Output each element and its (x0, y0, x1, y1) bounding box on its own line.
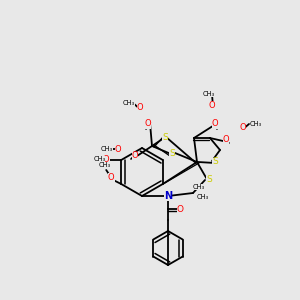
Text: O: O (209, 100, 215, 109)
Text: O: O (132, 152, 138, 160)
Text: CH₃: CH₃ (250, 121, 262, 127)
Text: S: S (162, 134, 168, 142)
Text: S: S (169, 149, 175, 158)
Text: CH₃: CH₃ (98, 162, 110, 168)
Text: O: O (176, 205, 184, 214)
Text: CH₃: CH₃ (93, 156, 105, 162)
Text: O: O (108, 172, 115, 182)
Text: O: O (103, 155, 110, 164)
Text: O: O (137, 103, 143, 112)
Text: CH₃: CH₃ (203, 91, 215, 97)
Text: O: O (115, 145, 121, 154)
Text: N: N (164, 191, 172, 201)
Text: CH₃: CH₃ (101, 146, 113, 152)
Text: O: O (145, 119, 151, 128)
Text: S: S (212, 158, 218, 166)
Text: CH₃: CH₃ (123, 100, 135, 106)
Text: CH₃: CH₃ (193, 184, 205, 190)
Text: O: O (240, 124, 246, 133)
Text: S: S (206, 176, 212, 184)
Text: O: O (223, 136, 229, 145)
Text: O: O (212, 119, 218, 128)
Text: CH₃: CH₃ (197, 194, 209, 200)
